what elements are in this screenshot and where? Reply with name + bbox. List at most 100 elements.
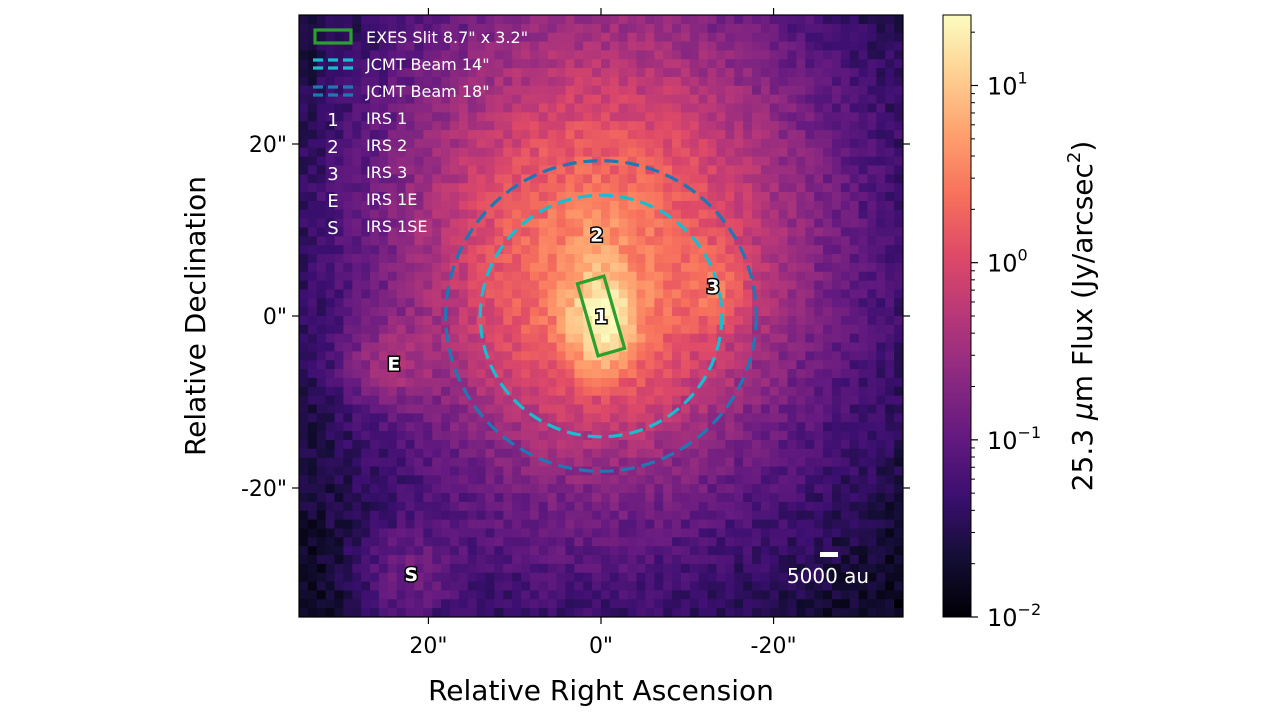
heatmap-pixel (601, 484, 611, 494)
heatmap-pixel (609, 342, 620, 353)
heatmap-pixel (316, 466, 327, 476)
heatmap-pixel (725, 360, 735, 370)
heatmap-pixel (716, 404, 726, 414)
heatmap-pixel (876, 351, 886, 361)
heatmap-pixel (503, 298, 513, 308)
heatmap-pixel (458, 236, 469, 246)
heatmap-pixel (512, 316, 522, 326)
heatmap-pixel (325, 68, 336, 78)
heatmap-pixel (343, 254, 353, 264)
heatmap-pixel (609, 50, 620, 60)
heatmap-pixel (627, 484, 638, 494)
heatmap-pixel (707, 103, 718, 113)
heatmap-pixel (574, 448, 584, 459)
heatmap-pixel (387, 254, 398, 264)
heatmap-pixel (485, 431, 496, 441)
heatmap-pixel (458, 245, 469, 255)
heatmap-pixel (512, 218, 522, 229)
heatmap-pixel (423, 121, 433, 131)
heatmap-pixel (885, 254, 895, 264)
heatmap-pixel (538, 23, 549, 34)
heatmap-pixel (574, 209, 584, 220)
heatmap-pixel (432, 608, 442, 617)
heatmap-pixel (370, 404, 380, 414)
heatmap-pixel (405, 581, 416, 592)
heatmap-pixel (592, 324, 602, 335)
heatmap-pixel (876, 138, 886, 149)
heatmap-pixel (325, 76, 336, 87)
heatmap-pixel (760, 15, 771, 25)
heatmap-pixel (867, 271, 877, 282)
heatmap-pixel (485, 466, 496, 476)
heatmap-pixel (307, 572, 318, 583)
heatmap-pixel (752, 484, 762, 494)
heatmap-pixel (325, 174, 336, 184)
heatmap-pixel (876, 510, 886, 521)
heatmap-pixel (494, 422, 504, 432)
heatmap-pixel (316, 316, 327, 326)
heatmap-pixel (592, 227, 602, 237)
heatmap-pixel (556, 342, 567, 353)
heatmap-pixel (592, 307, 602, 317)
heatmap-pixel (521, 289, 531, 299)
heatmap-pixel (583, 236, 593, 246)
heatmap-pixel (414, 546, 424, 556)
heatmap-pixel (450, 183, 460, 193)
heatmap-pixel (352, 121, 362, 131)
heatmap-pixel (307, 50, 318, 60)
heatmap-pixel (823, 138, 833, 149)
heatmap-pixel (689, 608, 700, 617)
heatmap-pixel (592, 563, 602, 574)
heatmap-pixel (680, 138, 691, 149)
heatmap-pixel (334, 165, 345, 175)
heatmap-pixel (654, 245, 664, 255)
heatmap-pixel (414, 537, 424, 547)
heatmap-pixel (618, 324, 629, 335)
heatmap-pixel (503, 209, 513, 220)
heatmap-pixel (716, 59, 726, 69)
heatmap-pixel (432, 165, 442, 175)
heatmap-pixel (299, 94, 309, 105)
heatmap-pixel (378, 439, 389, 450)
heatmap-pixel (521, 85, 531, 96)
heatmap-pixel (432, 546, 442, 556)
heatmap-pixel (743, 413, 753, 423)
heatmap-pixel (476, 369, 487, 379)
heatmap-pixel (778, 68, 789, 78)
heatmap-pixel (849, 15, 860, 25)
heatmap-pixel (503, 493, 513, 503)
heatmap-pixel (645, 50, 655, 60)
heatmap-pixel (760, 23, 771, 34)
heatmap-pixel (663, 333, 673, 344)
heatmap-pixel (423, 85, 433, 96)
heatmap-pixel (458, 23, 469, 34)
heatmap-pixel (689, 342, 700, 353)
heatmap-pixel (867, 493, 877, 503)
legend-marker: 3 (327, 164, 338, 185)
heatmap-pixel (378, 165, 389, 175)
heatmap-pixel (796, 484, 806, 494)
heatmap-pixel (698, 546, 709, 556)
heatmap-pixel (689, 245, 700, 255)
heatmap-pixel (334, 262, 345, 273)
heatmap-pixel (760, 572, 771, 583)
heatmap-pixel (645, 183, 655, 193)
heatmap-pixel (556, 280, 567, 291)
heatmap-pixel (343, 192, 353, 202)
heatmap-pixel (387, 94, 398, 105)
heatmap-pixel (663, 395, 673, 406)
heatmap-pixel (476, 174, 487, 184)
heatmap-pixel (752, 236, 762, 246)
heatmap-pixel (867, 563, 877, 574)
heatmap-pixel (467, 41, 478, 52)
heatmap-pixel (529, 174, 540, 184)
heatmap-pixel (805, 404, 815, 414)
heatmap-pixel (565, 510, 575, 521)
heatmap-pixel (583, 289, 593, 299)
heatmap-pixel (423, 298, 433, 308)
heatmap-pixel (423, 501, 433, 512)
heatmap-pixel (387, 174, 398, 184)
heatmap-pixel (627, 112, 638, 122)
heatmap-pixel (467, 138, 478, 149)
